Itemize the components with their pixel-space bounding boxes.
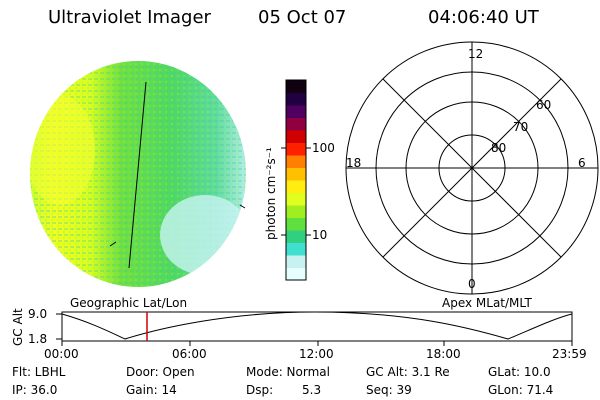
- orbit-right-title: Apex MLat/MLT: [442, 296, 532, 310]
- terminator-line: [128, 81, 147, 269]
- color-bar-segment: [286, 105, 306, 118]
- info-dsp-value: 5.3: [302, 383, 322, 397]
- polar-lat-60: 60: [536, 98, 552, 112]
- orbit-x-tick: 23:59: [552, 347, 587, 361]
- orbit-x-tick: 18:00: [426, 347, 461, 361]
- earth-disk-image: [30, 61, 246, 287]
- color-bar-segment: [286, 80, 306, 93]
- color-bar-segment: [286, 242, 306, 256]
- orbit-x-tick: 06:00: [172, 347, 207, 361]
- altitude-curve: [61, 311, 573, 340]
- color-bar-frame: [285, 79, 307, 281]
- app-title: Ultraviolet Imager: [48, 7, 211, 28]
- info-seq: Seq: 39: [366, 383, 412, 397]
- time-label: 04:06:40 UT: [428, 7, 539, 28]
- color-bar-segment: [286, 142, 306, 156]
- orbit-x-tick: 12:00: [299, 347, 334, 361]
- info-glon: GLon: 71.4: [488, 383, 554, 397]
- orbit-x-tick: 00:00: [44, 347, 79, 361]
- color-bar-segment: [286, 117, 306, 131]
- colorbar-tick-10: 10: [312, 228, 328, 242]
- orbit-y-label: GC Alt: [11, 308, 25, 346]
- info-flt: Flt: LBHL: [12, 365, 66, 379]
- polar-mlt-12: 12: [468, 47, 484, 61]
- color-bar-segment: [286, 192, 306, 206]
- polar-plot: [345, 41, 599, 295]
- orbit-y-min: 1.8: [28, 332, 48, 346]
- info-door: Door: Open: [126, 365, 195, 379]
- color-bar-segment: [286, 155, 306, 168]
- color-bar-segment: [286, 92, 306, 106]
- info-gain: Gain: 14: [126, 383, 177, 397]
- color-bar-segment: [286, 230, 306, 243]
- color-bar-segment: [286, 205, 306, 218]
- color-bar-segment: [286, 130, 306, 143]
- color-bar-segment: [286, 217, 306, 231]
- info-mode: Mode: Normal: [246, 365, 330, 379]
- polar-mlt-0: 0: [468, 277, 476, 291]
- color-bar-segment: [286, 267, 306, 281]
- info-gc-alt: GC Alt: 3.1 Re: [366, 365, 450, 379]
- info-dsp-label: Dsp:: [246, 383, 274, 397]
- colorbar-unit-label: photon cm⁻²s⁻¹: [264, 147, 278, 240]
- color-bar: [286, 80, 306, 281]
- polar-mlt-18: 18: [346, 156, 362, 170]
- orbit-plot: [56, 311, 573, 346]
- polar-lat-80: 80: [491, 141, 507, 155]
- info-ip: IP: 36.0: [12, 383, 58, 397]
- info-glat: GLat: 10.0: [488, 365, 551, 379]
- polar-lat-70: 70: [513, 120, 529, 134]
- orbit-y-max: 9.0: [28, 307, 48, 321]
- date-label: 05 Oct 07: [258, 7, 347, 28]
- color-bar-segment: [286, 167, 306, 181]
- polar-mlt-6: 6: [578, 156, 586, 170]
- orbit-left-title: Geographic Lat/Lon: [70, 296, 188, 310]
- color-bar-segment: [286, 255, 306, 268]
- colorbar-tick-100: 100: [312, 141, 335, 155]
- color-bar-segment: [286, 180, 306, 193]
